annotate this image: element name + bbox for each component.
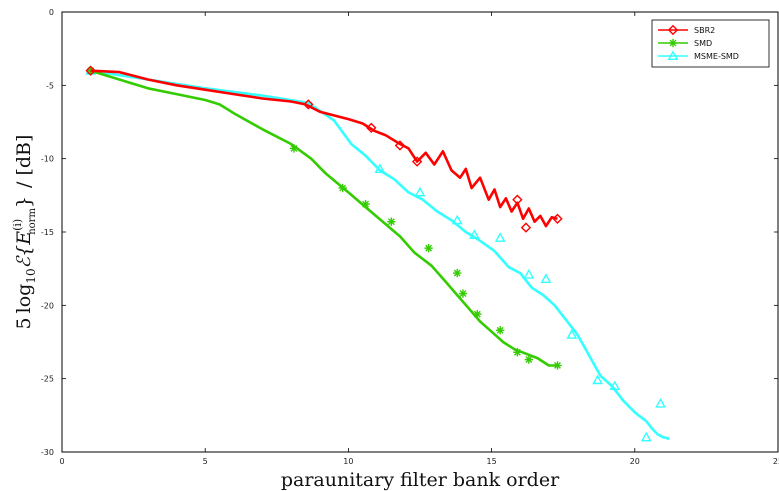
legend-marker-sbr2 (667, 24, 679, 36)
x-axis-ticks: 0 5 10 15 20 25 (59, 12, 779, 466)
data-point-msme-smd (469, 229, 480, 239)
series-msme-smd (85, 65, 670, 442)
y-label-log-sub: 10 (24, 268, 38, 283)
data-point-msme-smd (374, 163, 386, 173)
data-point-smd (473, 309, 482, 319)
y-label-e: E (13, 231, 35, 246)
x-tick-label: 0 (59, 457, 64, 466)
y-axis-label: 5 log10ℰ{E(i) norm} / [dB] (11, 135, 38, 330)
data-point-msme-smd (640, 431, 652, 442)
legend-marker-smd (668, 38, 678, 48)
data-point-msme-smd (609, 380, 621, 391)
legend-label-msme-smd: MSME-SMD (694, 52, 739, 61)
y-label-e-sub: norm (27, 208, 38, 235)
x-tick-label: 5 (203, 457, 208, 466)
x-tick-label: 15 (487, 457, 497, 466)
y-tick-label: -20 (41, 301, 54, 310)
y-label-e-sup: (i) (11, 219, 24, 231)
y-label-unit: / [dB] (13, 135, 35, 188)
data-point-sbr2 (366, 122, 377, 134)
data-point-sbr2 (85, 65, 96, 76)
data-point-smd (387, 217, 396, 226)
data-point-sbr2 (512, 194, 523, 205)
data-point-sbr2 (394, 140, 406, 151)
y-label-log: log (13, 284, 35, 314)
series-sbr2 (85, 65, 563, 233)
x-tick-label: 10 (343, 457, 353, 466)
y-axis-ticks: 0 -5 -10 -15 -20 -25 -30 (41, 8, 778, 457)
data-point-msme-smd (655, 397, 666, 408)
data-point-smd (495, 326, 505, 335)
legend-item-msme-smd: MSME-SMD (658, 50, 739, 61)
x-axis-label: paraunitary filter bank order (281, 469, 560, 491)
data-point-smd (361, 199, 370, 209)
data-point-msme-smd (451, 214, 463, 225)
svg-text:5log10ℰ{E(i)norm}/ [dB]: 5 log10ℰ{E(i) norm} / [dB] (11, 135, 38, 330)
data-point-msme-smd (566, 329, 578, 339)
y-tick-label: -30 (41, 448, 54, 457)
y-label-prefix: 5 (13, 317, 35, 329)
y-tick-label: -25 (41, 375, 54, 384)
x-tick-label: 25 (773, 457, 779, 466)
data-point-smd (338, 183, 347, 193)
data-point-smd (553, 361, 562, 370)
x-tick-label: 20 (630, 457, 640, 466)
y-tick-label: -5 (46, 81, 54, 90)
data-point-smd (513, 348, 522, 357)
data-point-msme-smd (414, 186, 426, 197)
data-point-sbr2 (303, 99, 314, 110)
legend-item-smd: SMD (658, 38, 712, 48)
y-tick-label: -10 (41, 155, 54, 164)
series-layer (85, 65, 670, 442)
series-line-msme-smd (90, 69, 670, 441)
y-label-expect: ℰ{ (13, 245, 35, 269)
y-label-close: } (13, 196, 35, 208)
data-point-smd (453, 268, 462, 278)
legend-marker-msme-smd (667, 50, 679, 61)
y-tick-label: -15 (41, 228, 54, 237)
data-point-msme-smd (494, 232, 506, 242)
legend-label-sbr2: SBR2 (694, 26, 715, 35)
data-point-msme-smd (540, 273, 552, 283)
data-point-smd (524, 355, 534, 364)
legend-label-smd: SMD (694, 39, 712, 48)
data-point-msme-smd (592, 374, 603, 385)
plot-area (61, 11, 779, 453)
series-line-smd (90, 69, 558, 367)
data-point-sbr2 (411, 156, 423, 167)
series-line-sbr2 (90, 69, 558, 228)
y-tick-label: 0 (49, 8, 54, 17)
data-point-smd (289, 144, 299, 153)
data-point-sbr2 (552, 213, 563, 224)
data-point-sbr2 (520, 222, 532, 233)
data-point-msme-smd (523, 268, 535, 279)
legend-item-sbr2: SBR2 (658, 24, 715, 36)
data-point-smd (458, 289, 468, 298)
legend: SBR2 SMD MSME-SMD (651, 19, 770, 68)
data-point-smd (424, 243, 433, 253)
